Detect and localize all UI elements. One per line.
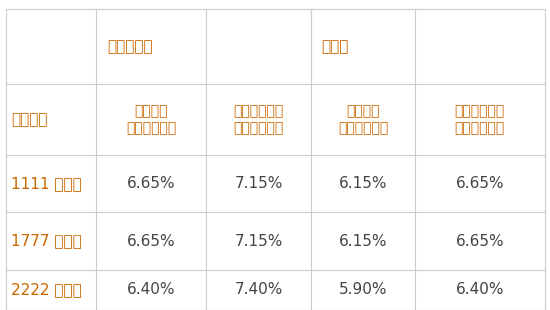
- Text: 6.40%: 6.40%: [455, 282, 504, 297]
- Text: 5.90%: 5.90%: [339, 282, 387, 297]
- Text: 6.65%: 6.65%: [127, 233, 175, 249]
- Text: 6.65%: 6.65%: [127, 176, 175, 191]
- Text: विरष्ठ: विरष्ठ: [455, 104, 505, 118]
- Text: 2222 दिन: 2222 दिन: [11, 282, 82, 297]
- Text: 7.15%: 7.15%: [234, 233, 283, 249]
- Text: 6.65%: 6.65%: [455, 176, 504, 191]
- Text: पब्लिक: पब्लिक: [338, 121, 388, 135]
- Text: नागरिक: नागरिक: [455, 121, 505, 135]
- Text: जनरल: जनरल: [346, 104, 380, 118]
- Text: 1111 दिन: 1111 दिन: [11, 176, 82, 191]
- Text: 6.15%: 6.15%: [339, 233, 387, 249]
- Text: नागरिक: नागरिक: [233, 121, 284, 135]
- Text: 7.15%: 7.15%: [234, 176, 283, 191]
- Text: 6.40%: 6.40%: [127, 282, 175, 297]
- Text: जनरल: जनरल: [135, 104, 168, 118]
- Text: खुदरा: खुदरा: [107, 39, 153, 54]
- Text: पब्लिक: पब्लिक: [126, 121, 177, 135]
- Text: थोक: थोक: [322, 39, 349, 54]
- Text: 6.65%: 6.65%: [455, 233, 504, 249]
- Text: विरष्ठ: विरष्ठ: [233, 104, 284, 118]
- Text: 1777 दिन: 1777 दिन: [11, 233, 82, 249]
- Text: 7.40%: 7.40%: [234, 282, 283, 297]
- Text: अवधि: अवधि: [11, 112, 47, 127]
- Text: 6.15%: 6.15%: [339, 176, 387, 191]
